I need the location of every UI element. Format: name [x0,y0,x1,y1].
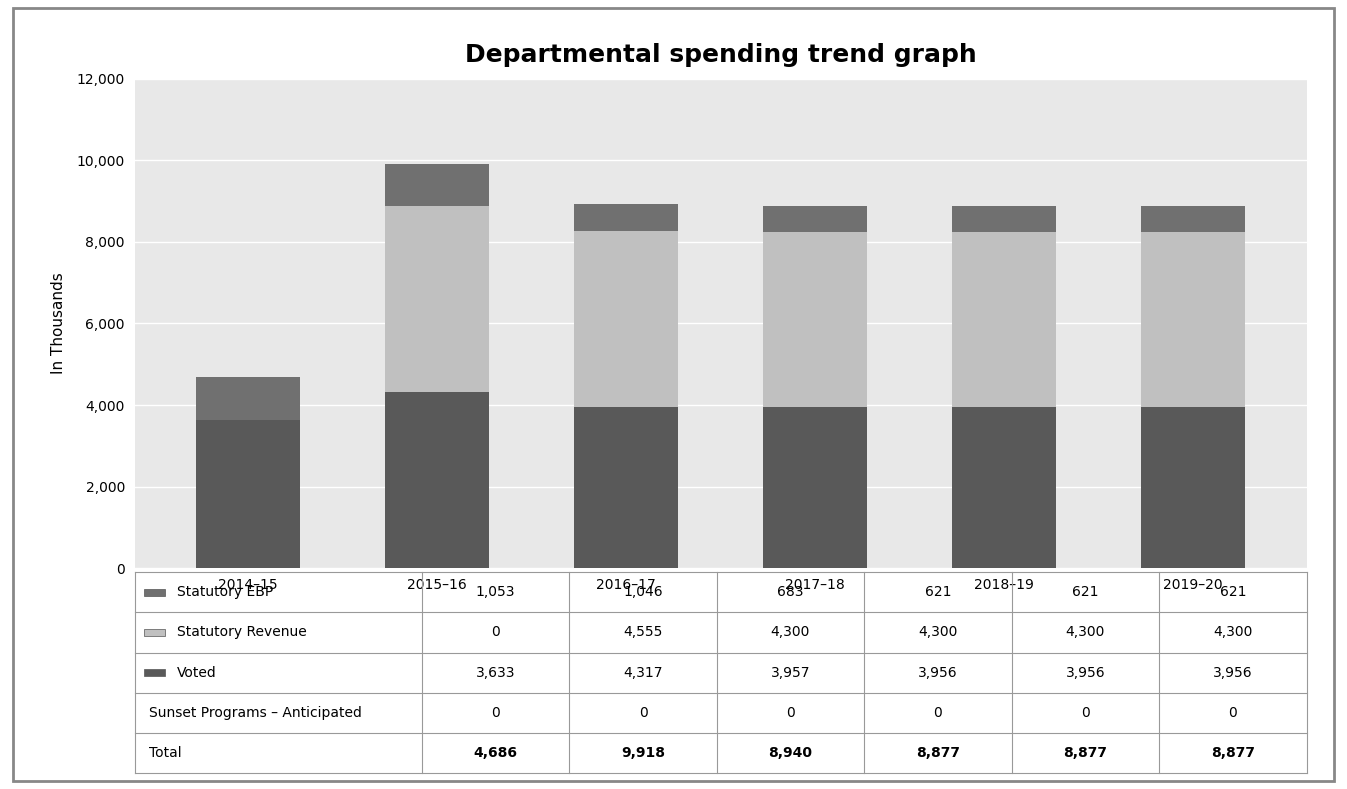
Text: 0: 0 [1082,706,1090,720]
Text: 4,686: 4,686 [474,746,517,760]
Bar [1141,206,1245,231]
Text: 0: 0 [1228,706,1238,720]
Text: Total: Total [148,746,182,760]
Text: 4,317: 4,317 [624,666,663,679]
Bar [144,589,166,596]
Text: Statutory Revenue: Statutory Revenue [176,626,307,639]
Text: 4,300: 4,300 [770,626,810,639]
Text: 3,956: 3,956 [919,666,958,679]
Text: 3,956: 3,956 [1065,666,1105,679]
Text: 8,877: 8,877 [1211,746,1255,760]
Bar [144,629,166,636]
Text: 1,046: 1,046 [624,585,663,599]
Text: 4,300: 4,300 [919,626,958,639]
Text: Statutory EBP: Statutory EBP [176,585,273,599]
Bar [574,407,678,568]
Bar [385,164,489,207]
Bar [385,207,489,392]
Bar [952,407,1056,568]
Text: 8,877: 8,877 [1063,746,1107,760]
Text: 4,300: 4,300 [1214,626,1253,639]
Text: 9,918: 9,918 [621,746,665,760]
Bar [1141,231,1245,407]
Title: Departmental spending trend graph: Departmental spending trend graph [465,43,977,67]
Text: 3,956: 3,956 [1214,666,1253,679]
Text: 621: 621 [1219,585,1246,599]
Bar [197,420,300,568]
Text: 8,940: 8,940 [769,746,812,760]
Text: Voted: Voted [176,666,217,679]
Text: 621: 621 [924,585,951,599]
Bar [385,392,489,568]
Text: 0: 0 [933,706,943,720]
Text: 683: 683 [777,585,804,599]
Text: 3,633: 3,633 [475,666,516,679]
Bar [1141,407,1245,568]
Bar [764,407,867,568]
Text: 0: 0 [787,706,795,720]
Y-axis label: In Thousands: In Thousands [51,273,66,374]
Bar [764,231,867,407]
Bar [952,206,1056,231]
Text: 0: 0 [492,706,500,720]
Bar [574,204,678,231]
Bar [144,669,166,676]
Text: 4,300: 4,300 [1065,626,1105,639]
Text: 1,053: 1,053 [475,585,516,599]
Text: 4,555: 4,555 [624,626,663,639]
Text: 0: 0 [638,706,648,720]
Bar [197,377,300,420]
Text: Sunset Programs – Anticipated: Sunset Programs – Anticipated [148,706,361,720]
Bar [952,231,1056,407]
Bar [574,231,678,407]
Bar [764,206,867,231]
Text: 621: 621 [1072,585,1099,599]
Text: 8,877: 8,877 [916,746,960,760]
Text: 3,957: 3,957 [770,666,810,679]
Text: 0: 0 [492,626,500,639]
